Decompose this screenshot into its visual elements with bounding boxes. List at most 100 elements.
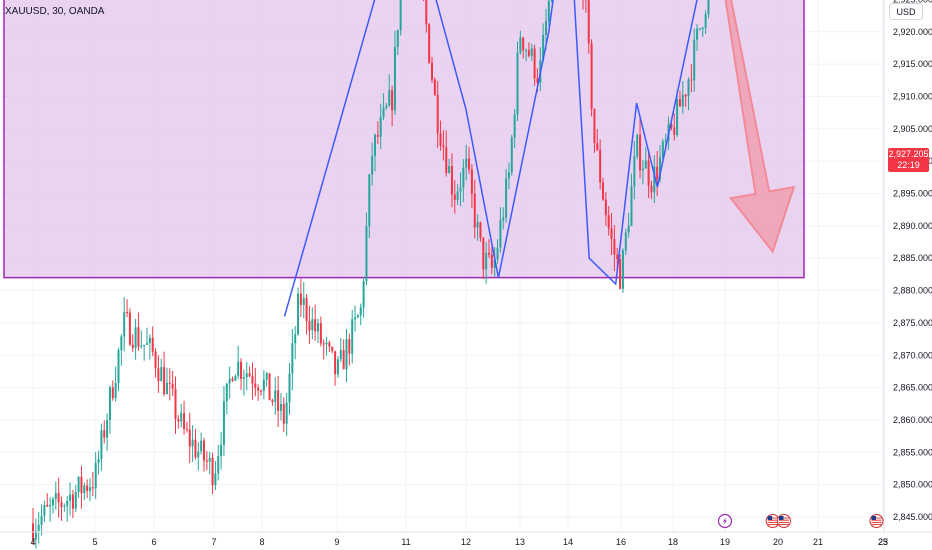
price-tick-label: 2,870.000	[893, 350, 932, 360]
candle-body	[325, 342, 328, 345]
candle-body	[120, 336, 123, 351]
time-tick-label: 11	[401, 537, 410, 547]
candle-body	[431, 62, 433, 80]
candle-body	[157, 368, 160, 382]
candle-body	[43, 504, 46, 516]
candle-body	[599, 149, 602, 183]
candle-body	[522, 37, 525, 51]
candle-body	[100, 430, 103, 459]
candle-body	[34, 530, 37, 540]
price-tick-label: 2,915.000	[893, 59, 932, 69]
candle-body	[693, 39, 696, 81]
candle-body	[462, 167, 465, 188]
candle-body	[117, 350, 120, 384]
candle-body	[277, 390, 280, 411]
symbol-title[interactable]: XAUUSD, 30, OANDA	[5, 6, 105, 17]
candle-body	[94, 462, 97, 489]
candle-body	[123, 312, 126, 337]
currency-button[interactable]: USD	[889, 3, 923, 20]
candle-body	[71, 494, 74, 509]
candle-body	[251, 376, 254, 384]
candle-body	[185, 429, 188, 431]
candle-body	[676, 99, 679, 135]
candle-body	[299, 293, 302, 306]
candle-body	[379, 116, 382, 137]
economic-events	[717, 513, 884, 529]
candles	[32, 0, 710, 549]
candle-body	[610, 228, 613, 240]
price-tick-label: 2,910.000	[893, 91, 932, 101]
candle-body	[46, 504, 49, 507]
candle-body	[391, 90, 394, 111]
candle-body	[621, 250, 624, 289]
candle-body	[505, 178, 508, 218]
candle-body	[468, 158, 471, 170]
candle-body	[57, 493, 60, 503]
candle-body	[279, 404, 282, 411]
candle-body	[248, 373, 251, 377]
candle-body	[54, 493, 57, 499]
candle-body	[74, 491, 77, 509]
candle-body	[513, 114, 516, 138]
candle-body	[334, 351, 337, 375]
candle-body	[707, 0, 710, 15]
candle-body	[448, 165, 451, 174]
us-flag-icon[interactable]	[765, 514, 780, 528]
candle-body	[613, 239, 616, 255]
candle-body	[624, 232, 627, 251]
candle-body	[291, 343, 294, 374]
candle-body	[436, 94, 439, 134]
candle-body	[396, 30, 399, 48]
time-tick-label: 16	[616, 537, 626, 547]
candle-body	[362, 281, 365, 308]
candle-body	[311, 319, 314, 331]
candle-body	[388, 90, 391, 106]
candle-body	[374, 134, 376, 156]
price-tick-label: 2,895.000	[893, 189, 932, 199]
candle-body	[220, 444, 223, 456]
candle-body	[459, 187, 462, 192]
candle-body	[690, 79, 693, 81]
candle-body	[479, 222, 482, 238]
lightning-icon[interactable]	[717, 513, 733, 529]
candle-body	[271, 400, 274, 402]
candle-body	[639, 134, 642, 171]
candle-body	[282, 404, 285, 424]
candle-body	[547, 0, 550, 22]
candle-body	[211, 457, 214, 486]
candle-body	[488, 252, 490, 255]
pattern-line[interactable]	[283, 0, 710, 317]
candle-body	[382, 107, 385, 117]
candle-body	[268, 373, 271, 401]
time-tick-label: 4	[30, 537, 35, 547]
candle-body	[106, 419, 109, 438]
time-tick-label: 25	[878, 537, 888, 547]
candle-body	[265, 373, 268, 380]
time-tick-label: 14	[563, 537, 573, 547]
candle-body	[143, 344, 146, 346]
candle-body	[294, 334, 297, 344]
candle-body	[328, 342, 331, 347]
candle-body	[465, 158, 468, 168]
candle-body	[111, 387, 114, 399]
candle-body	[527, 50, 530, 56]
time-tick-label: 23	[878, 537, 888, 547]
candle-body	[97, 458, 100, 463]
candle-body	[49, 505, 52, 507]
time-tick-label: 8	[259, 537, 264, 547]
candle-body	[288, 373, 291, 403]
candle-body	[66, 500, 69, 506]
price-scale[interactable]: 2,845.000 2,850.000 2,855.000 2,860.000 2,86…	[893, 0, 932, 522]
candle-body	[482, 237, 485, 270]
range-zone[interactable]	[3, 0, 805, 279]
candle-body	[188, 429, 191, 447]
us-flag-icon[interactable]	[777, 514, 791, 528]
candle-body	[456, 191, 459, 200]
candle-body	[208, 457, 211, 462]
candle-body	[163, 367, 166, 394]
us-flag-icon[interactable]	[869, 514, 884, 528]
forecast-arrow[interactable]	[714, 0, 796, 254]
